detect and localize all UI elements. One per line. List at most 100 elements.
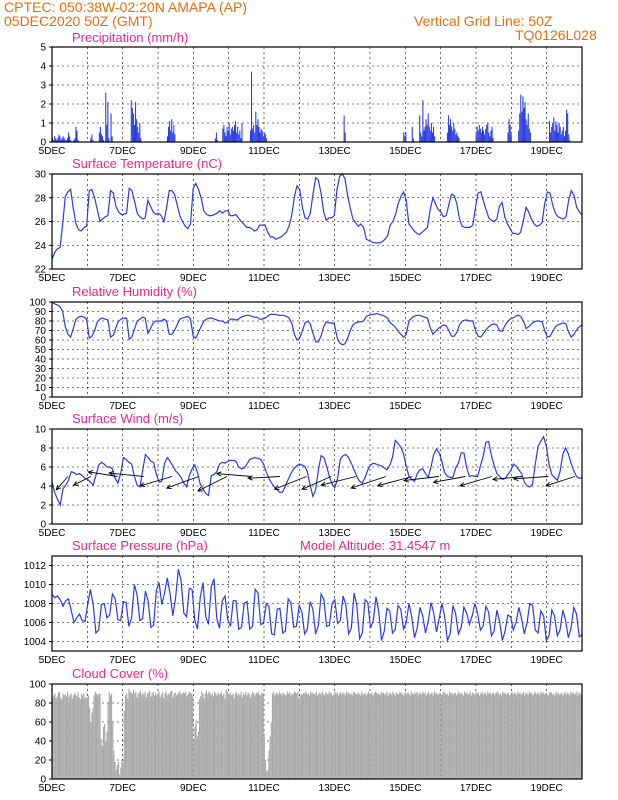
bar-precip [74, 138, 76, 142]
bar-precip [76, 130, 78, 142]
x-tick-label-wind: 15DEC [389, 528, 421, 539]
bar-cloud [117, 761, 120, 779]
bar-cloud [251, 694, 253, 779]
bar-cloud [467, 694, 469, 779]
bar-cloud [407, 692, 409, 779]
bar-cloud [263, 736, 265, 779]
bar-cloud [564, 691, 566, 779]
bar-cloud [229, 694, 231, 779]
bar-cloud [400, 692, 402, 779]
bar-cloud [429, 694, 431, 779]
bar-cloud [469, 691, 471, 779]
bar-precip [452, 130, 454, 142]
wind-vector [403, 476, 439, 483]
wind-vector [320, 476, 356, 487]
bar-cloud [271, 693, 274, 779]
bar-precip [519, 113, 521, 142]
bar-precip [420, 132, 422, 142]
bar-precip [552, 123, 554, 142]
x-tick-label-rh: 17DEC [460, 401, 492, 412]
bar-cloud [377, 694, 379, 779]
bar-cloud [372, 695, 374, 779]
bar-cloud [362, 693, 364, 779]
bar-cloud [399, 691, 401, 779]
bar-cloud [216, 695, 218, 779]
bar-cloud [506, 693, 508, 779]
bar-cloud [484, 692, 486, 779]
bar-precip [429, 130, 431, 142]
bar-precip [529, 132, 531, 142]
bar-cloud [220, 691, 223, 779]
bar-cloud [198, 699, 201, 779]
bar-precip [487, 123, 489, 142]
bar-cloud [130, 692, 132, 779]
bar-cloud [205, 690, 208, 779]
bar-cloud [98, 693, 100, 779]
model-altitude-label: Model Altitude: 31.4547 m [300, 538, 450, 553]
bar-precip [110, 113, 112, 142]
bar-cloud [473, 693, 475, 779]
bar-cloud [323, 695, 326, 779]
x-tick-label-cloud: 7DEC [109, 783, 136, 794]
bar-cloud [202, 693, 204, 779]
bar-cloud [485, 695, 488, 779]
bar-precip [425, 119, 427, 142]
bar-cloud [382, 692, 385, 779]
bar-cloud [164, 693, 166, 779]
y-tick-label-precip: 4 [40, 62, 46, 73]
bar-cloud [419, 693, 422, 779]
bar-precip [433, 126, 435, 142]
x-tick-label-temp: 13DEC [319, 273, 351, 284]
bar-precip [555, 121, 557, 142]
x-tick-label-rh: 7DEC [109, 401, 136, 412]
bar-cloud [326, 693, 328, 779]
bar-cloud [313, 694, 315, 779]
bar-cloud [391, 694, 393, 779]
wind-vector [273, 476, 307, 491]
bar-cloud [555, 691, 557, 779]
bar-cloud [338, 693, 341, 779]
wind-vector [512, 475, 549, 482]
x-tick-label-pres: 19DEC [531, 655, 563, 666]
bar-cloud [264, 760, 267, 779]
bar-cloud [61, 699, 63, 779]
bar-cloud [276, 692, 278, 779]
bar-cloud [171, 690, 173, 779]
y-tick-label-precip: 3 [40, 81, 46, 92]
bar-precip [518, 130, 520, 142]
bar-cloud [239, 695, 241, 779]
bar-cloud [570, 691, 572, 779]
bar-cloud [234, 693, 236, 779]
x-tick-label-cloud: 15DEC [389, 783, 421, 794]
bar-cloud [104, 723, 106, 779]
bar-cloud [91, 712, 93, 779]
bar-cloud [67, 691, 69, 779]
bar-precip [261, 130, 263, 142]
bar-cloud [489, 692, 491, 779]
bar-cloud [252, 691, 254, 779]
bar-precip [458, 138, 460, 142]
bar-cloud [158, 691, 160, 779]
bar-cloud [77, 691, 79, 779]
bar-cloud [89, 707, 91, 779]
bar-cloud [385, 693, 387, 779]
bar-precip [166, 136, 169, 142]
bar-precip [403, 132, 405, 142]
bar-cloud [363, 694, 365, 779]
bar-cloud [167, 693, 169, 779]
bar-cloud [299, 695, 301, 779]
bar-cloud [424, 692, 426, 779]
bar-cloud [308, 695, 311, 779]
bar-cloud [174, 692, 176, 779]
bar-precip [255, 111, 257, 142]
bar-cloud [572, 692, 574, 779]
bar-cloud [187, 694, 189, 779]
bar-cloud [238, 693, 240, 779]
bar-cloud [78, 697, 80, 779]
bar-cloud [296, 693, 298, 779]
bar-cloud [129, 691, 131, 779]
bar-cloud [359, 695, 361, 779]
bar-cloud [288, 693, 290, 779]
wind-vector [350, 476, 387, 490]
bar-cloud [256, 693, 258, 779]
